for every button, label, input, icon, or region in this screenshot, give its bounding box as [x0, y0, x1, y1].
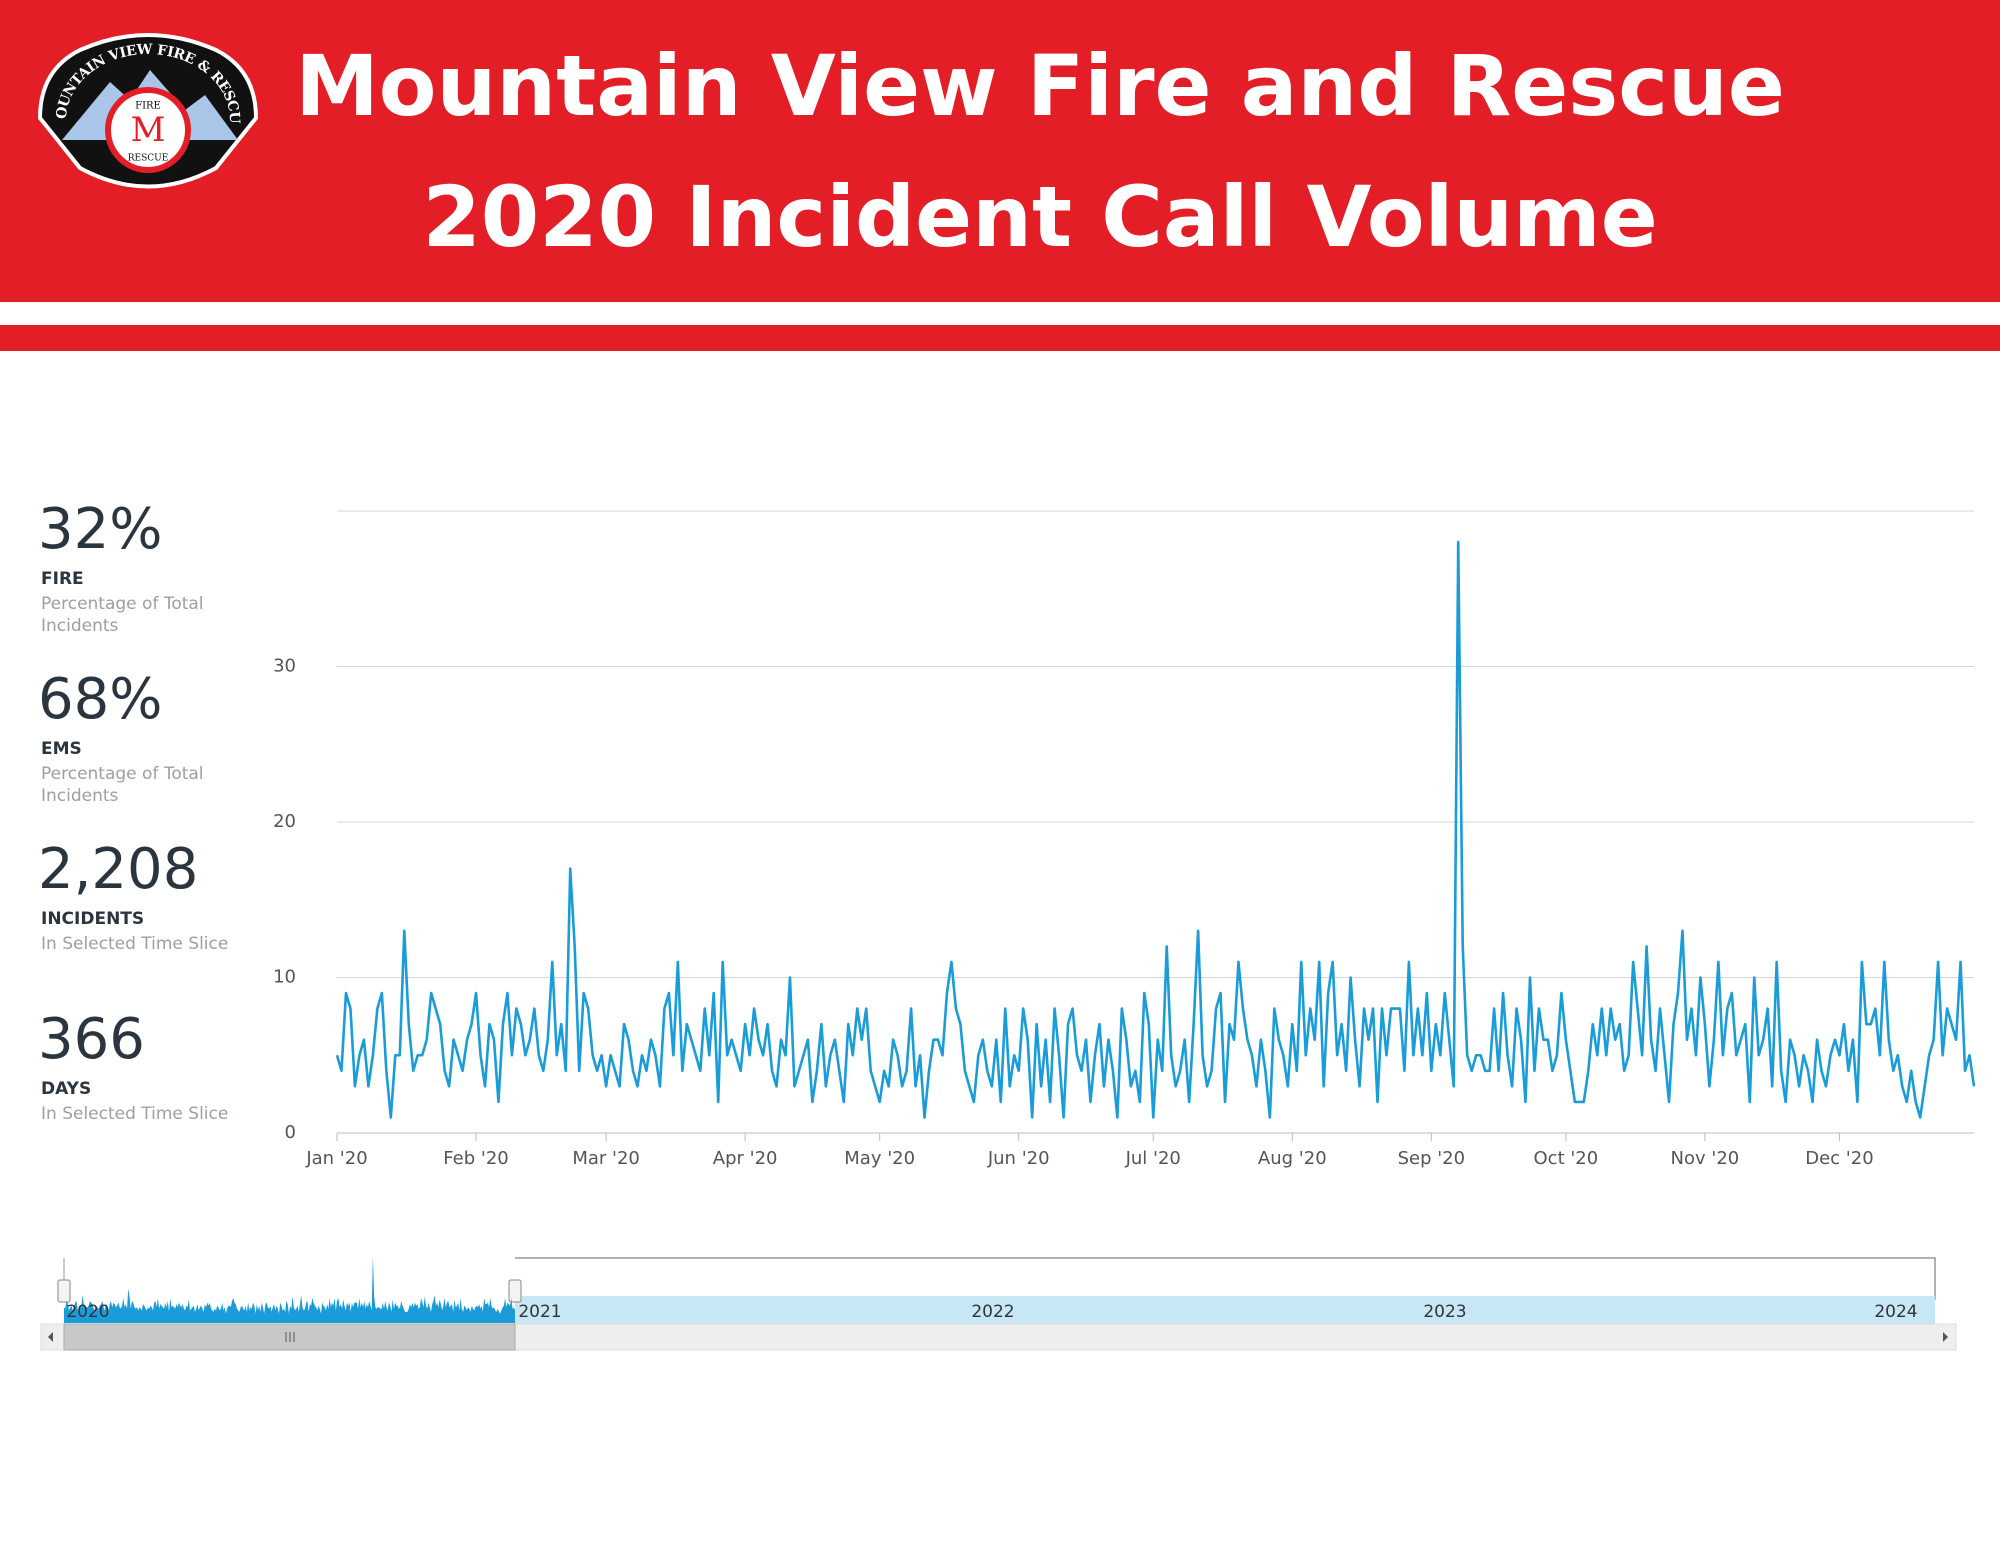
stat-desc: In Selected Time Slice: [41, 1104, 228, 1124]
title-line: Mountain View Fire and Rescue: [295, 37, 1785, 135]
x-tick-label: Apr '20: [713, 1148, 778, 1169]
navigator-year: 2024: [1874, 1302, 1917, 1322]
x-tick-label: Mar '20: [572, 1148, 640, 1169]
x-tick-label: Jun '20: [987, 1148, 1050, 1169]
stat-desc: Percentage of Total: [41, 594, 204, 614]
x-tick-label: Sep '20: [1398, 1148, 1466, 1169]
logo-top-text: FIRE: [135, 101, 161, 112]
navigator-handle[interactable]: [508, 1279, 522, 1303]
stat-value: 68%: [38, 667, 162, 732]
title-line: 2020 Incident Call Volume: [422, 168, 1657, 266]
header-stripe: [0, 325, 2000, 351]
logo-letter: M: [131, 110, 166, 150]
stat-label: FIRE: [41, 569, 84, 589]
stat-value: 366: [38, 1007, 145, 1072]
scroll-right[interactable]: [1943, 1332, 1948, 1342]
y-tick-label: 30: [273, 656, 296, 677]
x-tick-label: Aug '20: [1258, 1148, 1327, 1169]
header-band: [0, 0, 2000, 302]
y-tick-label: 0: [285, 1122, 296, 1143]
scroll-left[interactable]: [48, 1332, 53, 1342]
stat-label: EMS: [41, 739, 82, 759]
stat-label: INCIDENTS: [41, 909, 144, 929]
stat-value: 2,208: [38, 837, 198, 902]
navigator-year: 2022: [971, 1302, 1014, 1322]
logo-seal: [105, 87, 191, 173]
x-tick-label: Dec '20: [1805, 1148, 1873, 1169]
stat-label: DAYS: [41, 1079, 91, 1099]
navigator-year: 2021: [518, 1302, 561, 1322]
stat-desc: In Selected Time Slice: [41, 934, 228, 954]
navigator-area: [64, 1256, 515, 1323]
scrollbar-grip: [285, 1332, 295, 1342]
navigator-year: 2020: [66, 1302, 109, 1322]
x-tick-label: Oct '20: [1534, 1148, 1599, 1169]
stat-desc: Incidents: [41, 616, 119, 636]
x-tick-label: Nov '20: [1671, 1148, 1740, 1169]
x-tick-label: Jul '20: [1125, 1148, 1181, 1169]
navigator-outline: [515, 1257, 1936, 1300]
logo: MOUNTAIN VIEW FIRE & RESCUE FIRE M RESCU…: [0, 0, 259, 189]
navigator-handle[interactable]: [57, 1279, 71, 1303]
navigator-year: 2023: [1423, 1302, 1466, 1322]
stat-desc: Incidents: [41, 786, 119, 806]
stat-desc: Percentage of Total: [41, 764, 204, 784]
chart: 0 10 20 30 Jan '20 Feb '20 Mar '20 Apr '20 May '…: [273, 510, 1976, 1169]
series-line: [335, 540, 1976, 1119]
stat-value: 32%: [38, 497, 162, 562]
navigator: 2020 2021 2022 2023 2024: [40, 1256, 1957, 1351]
x-tick-label: Feb '20: [443, 1148, 508, 1169]
x-tick-label: Jan '20: [305, 1148, 367, 1169]
y-tick-label: 10: [273, 967, 296, 988]
logo-bottom-text: RESCUE: [128, 154, 169, 164]
y-tick-label: 20: [273, 811, 296, 832]
x-tick-label: May '20: [844, 1148, 915, 1169]
navigator-range-area: [515, 1296, 1935, 1324]
